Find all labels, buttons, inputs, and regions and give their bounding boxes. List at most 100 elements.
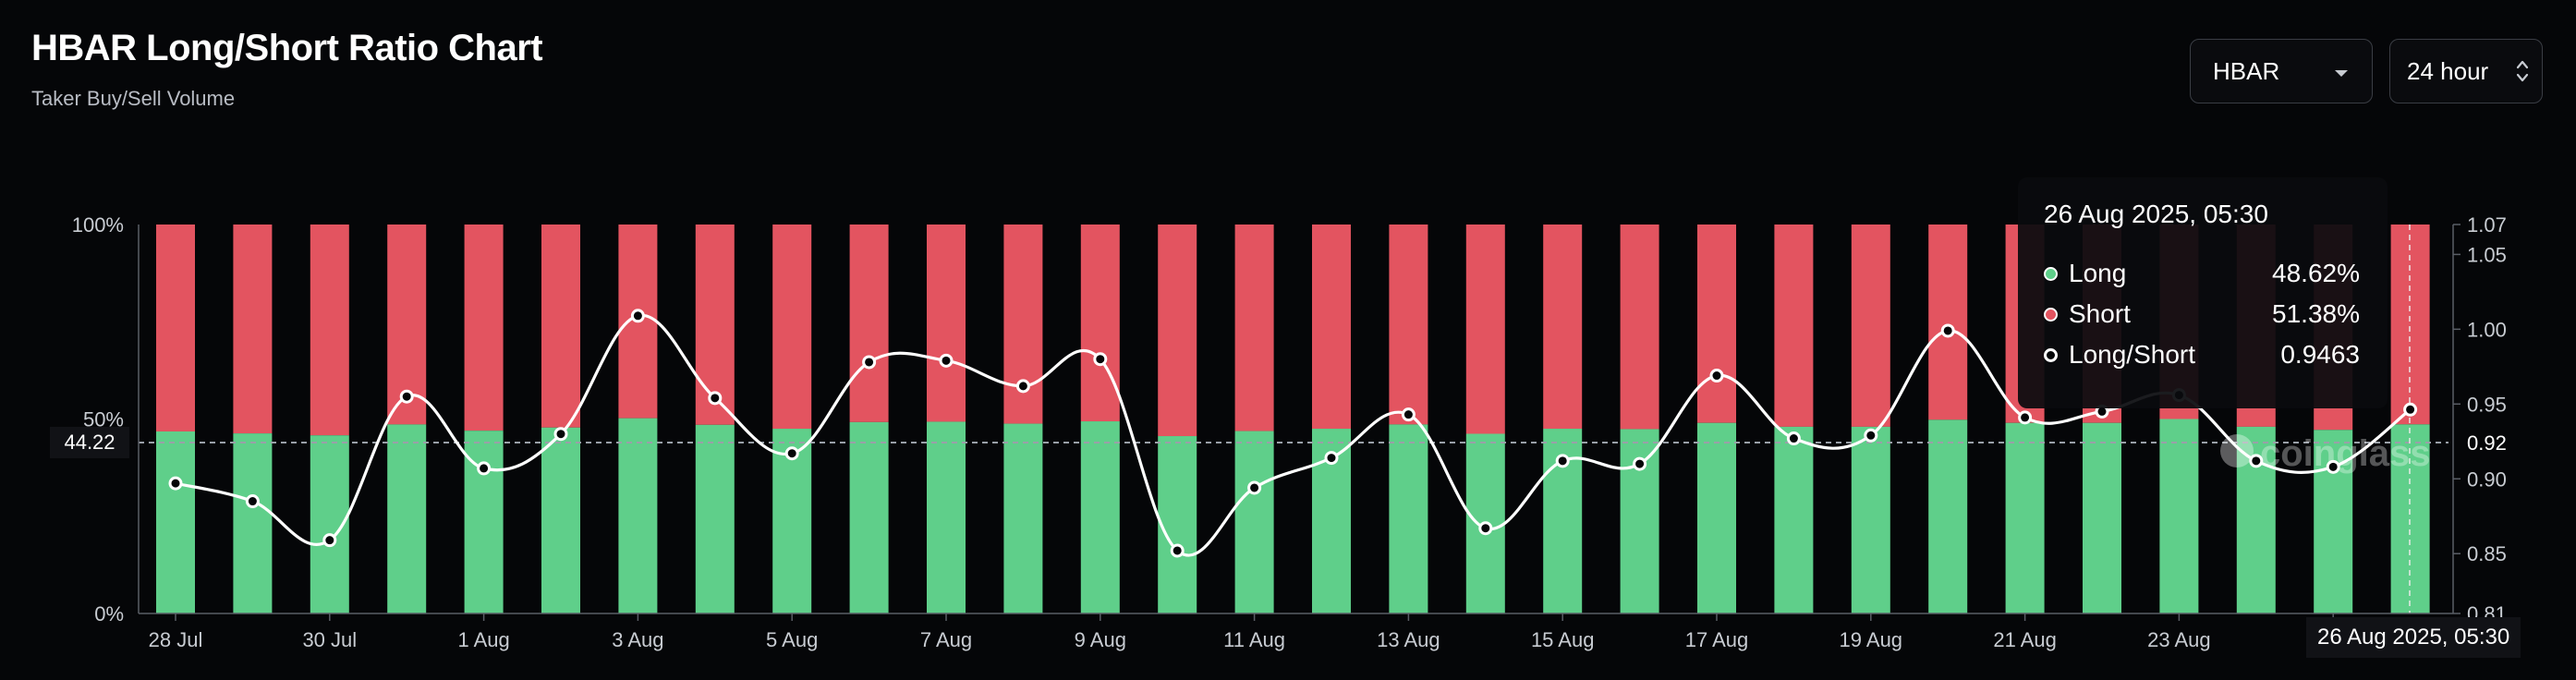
tooltip-row-long: Long 48.62%	[2044, 253, 2360, 294]
right-tick-label: 1.05	[2467, 243, 2507, 266]
ratio-point-inner	[2328, 462, 2338, 471]
bars-group	[156, 225, 2430, 613]
short-bar[interactable]	[1003, 225, 1043, 424]
long-bar[interactable]	[1158, 436, 1197, 613]
tooltip-value: 51.38%	[2272, 299, 2360, 328]
x-tick-label: 15 Aug	[1531, 628, 1595, 651]
long-bar[interactable]	[2083, 422, 2121, 613]
ratio-point-inner	[1173, 546, 1182, 555]
x-tick-label: 9 Aug	[1075, 628, 1126, 651]
ratio-point-inner	[787, 449, 796, 458]
short-bar[interactable]	[772, 225, 812, 430]
long-bar[interactable]	[1389, 424, 1428, 613]
ratio-point-inner	[325, 536, 334, 545]
x-tick-label: 11 Aug	[1223, 628, 1285, 651]
ratio-point-inner	[711, 394, 720, 403]
ratio-point-inner	[2252, 456, 2261, 466]
long-bar[interactable]	[1697, 422, 1736, 613]
long-bar[interactable]	[927, 421, 966, 613]
short-bar[interactable]	[1158, 225, 1197, 437]
period-select[interactable]: 24 hour	[2389, 39, 2543, 103]
x-axis: 28 Jul 30 Jul 1 Aug 3 Aug 5 Aug 7 Aug 9 Aug 11 …	[139, 613, 2453, 651]
long-bar[interactable]	[1774, 426, 1814, 613]
long-bar[interactable]	[1234, 431, 1274, 613]
long-bar[interactable]	[1080, 421, 1120, 613]
ratio-point-inner	[1866, 431, 1876, 440]
long-bar[interactable]	[233, 433, 273, 613]
short-bar[interactable]	[233, 225, 273, 434]
tooltip-value: 48.62%	[2272, 259, 2360, 287]
period-select-value: 24 hour	[2407, 56, 2489, 85]
x-tick-label: 13 Aug	[1377, 628, 1440, 651]
tooltip-label: Long	[2069, 259, 2127, 287]
long-bar[interactable]	[695, 424, 735, 613]
short-bar[interactable]	[464, 225, 504, 431]
short-bar[interactable]	[1312, 225, 1351, 430]
short-bar[interactable]	[1465, 225, 1505, 434]
x-tick-label: 5 Aug	[766, 628, 818, 651]
ratio-point-inner	[865, 358, 874, 367]
x-tick-label: 23 Aug	[2147, 628, 2211, 651]
coin-select[interactable]: HBAR	[2190, 39, 2373, 103]
long-bar[interactable]	[618, 418, 658, 613]
coinglass-logo-icon	[2220, 434, 2254, 468]
long-bar[interactable]	[849, 421, 889, 613]
right-tick-label: 1.07	[2467, 213, 2507, 237]
short-bar[interactable]	[927, 225, 966, 422]
x-tick-label: 7 Aug	[920, 628, 972, 651]
short-bar[interactable]	[1234, 225, 1274, 431]
ratio-point-inner	[556, 430, 565, 439]
x-tick-label: 19 Aug	[1840, 628, 1903, 651]
ratio-point-inner	[633, 311, 642, 321]
ratio-point-inner	[1018, 382, 1027, 391]
short-dot-icon	[2044, 307, 2058, 322]
short-bar[interactable]	[1774, 225, 1814, 427]
watermark-text: coinglass	[2260, 433, 2431, 474]
chevron-down-icon	[2335, 70, 2348, 77]
x-tick-label: 30 Jul	[302, 628, 357, 651]
right-axis-ref-value: 0.92	[2467, 431, 2507, 455]
left-axis-ref-value: 44.22	[50, 427, 129, 458]
short-bar[interactable]	[1851, 225, 1890, 427]
long-bar[interactable]	[2005, 422, 2045, 613]
ratio-point-inner	[1635, 459, 1645, 468]
ratio-point-inner	[942, 356, 951, 365]
long-bar[interactable]	[1928, 419, 1968, 613]
long-bar[interactable]	[1003, 423, 1043, 613]
cursor-date-label: 26 Aug 2025, 05:30	[2306, 617, 2521, 658]
short-bar[interactable]	[2390, 225, 2430, 425]
short-bar[interactable]	[1620, 225, 1659, 430]
short-bar[interactable]	[1697, 225, 1736, 423]
left-tick-label: 0%	[94, 602, 124, 625]
x-tick-label: 21 Aug	[1993, 628, 2057, 651]
ratio-point-inner	[1403, 410, 1413, 419]
short-bar[interactable]	[1389, 225, 1428, 425]
long-bar[interactable]	[387, 424, 427, 613]
left-tick-label: 100%	[72, 213, 124, 237]
short-bar[interactable]	[1080, 225, 1120, 422]
short-bar[interactable]	[849, 225, 889, 422]
ratio-point-inner	[1327, 454, 1336, 463]
short-bar[interactable]	[541, 225, 580, 428]
right-tick-label: 0.95	[2467, 393, 2507, 416]
short-bar[interactable]	[156, 225, 195, 431]
ratio-point-inner	[2097, 407, 2107, 416]
short-bar[interactable]	[1928, 225, 1968, 420]
ratio-point-inner	[1558, 456, 1567, 466]
long-bar[interactable]	[541, 427, 580, 613]
short-bar[interactable]	[310, 225, 349, 436]
watermark: coinglass	[2220, 433, 2431, 474]
short-bar[interactable]	[1543, 225, 1583, 430]
ratio-point-inner	[248, 497, 257, 506]
tooltip-label: Short	[2069, 299, 2131, 328]
long-bar[interactable]	[1851, 426, 1890, 613]
ratio-point-inner	[402, 392, 411, 401]
long-bar[interactable]	[2159, 419, 2199, 614]
long-bar[interactable]	[156, 431, 195, 613]
ratio-point-inner	[171, 479, 180, 488]
x-tick-label: 17 Aug	[1685, 628, 1749, 651]
coin-select-value: HBAR	[2213, 56, 2280, 85]
long-bar[interactable]	[1620, 429, 1659, 613]
ratio-point-inner	[1481, 524, 1490, 533]
